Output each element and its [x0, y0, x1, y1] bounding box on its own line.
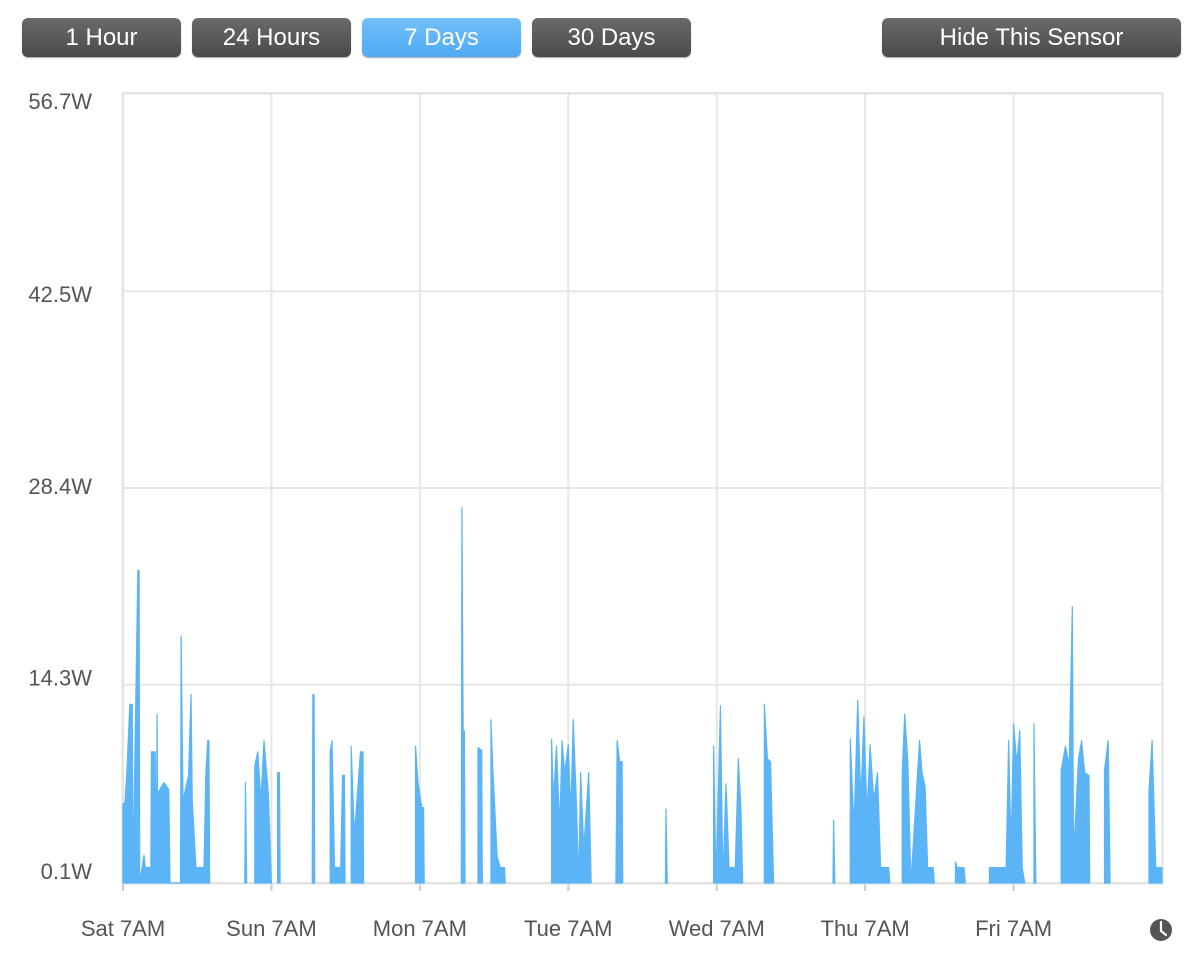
area [350, 745, 365, 884]
area [460, 506, 466, 884]
area [414, 745, 425, 884]
y-tick-label: 56.7W [28, 89, 92, 114]
area [1103, 740, 1111, 884]
area [664, 808, 668, 884]
area [311, 693, 316, 884]
x-tick-label: Tue 7AM [524, 916, 612, 941]
x-tick-label: Wed 7AM [669, 916, 765, 941]
area [244, 781, 248, 884]
area [277, 772, 281, 884]
range-button[interactable]: 30 Days [532, 18, 691, 57]
area [832, 819, 836, 884]
area [254, 740, 273, 884]
area [1033, 723, 1037, 884]
area [901, 713, 936, 884]
area [329, 740, 346, 884]
clock-icon[interactable] [1150, 919, 1172, 941]
area [849, 699, 891, 884]
area [1148, 740, 1163, 884]
chart-background [0, 70, 1200, 958]
range-button[interactable]: 24 Hours [192, 18, 351, 57]
area [490, 719, 506, 884]
y-tick-label: 42.5W [28, 282, 92, 307]
x-tick-label: Fri 7AM [975, 916, 1052, 941]
area [615, 740, 624, 884]
area [477, 747, 483, 884]
x-tick-label: Thu 7AM [821, 916, 910, 941]
area [988, 723, 1026, 884]
area [550, 719, 592, 884]
x-tick-label: Sat 7AM [81, 916, 165, 941]
area [954, 861, 966, 884]
area [763, 703, 775, 884]
area [713, 705, 744, 884]
y-tick-label: 0.1W [41, 859, 93, 884]
x-tick-label: Sun 7AM [226, 916, 317, 941]
x-tick-label: Mon 7AM [373, 916, 467, 941]
y-tick-label: 28.4W [28, 474, 92, 499]
area [1060, 606, 1091, 884]
plot-frame [121, 92, 1164, 885]
area [122, 569, 211, 884]
range-button[interactable]: Hide This Sensor [882, 18, 1181, 57]
y-tick-label: 14.3W [28, 666, 92, 691]
clock-hands[interactable] [1159, 920, 1168, 937]
range-button[interactable]: 7 Days [362, 18, 521, 57]
range-button[interactable]: 1 Hour [22, 18, 181, 57]
